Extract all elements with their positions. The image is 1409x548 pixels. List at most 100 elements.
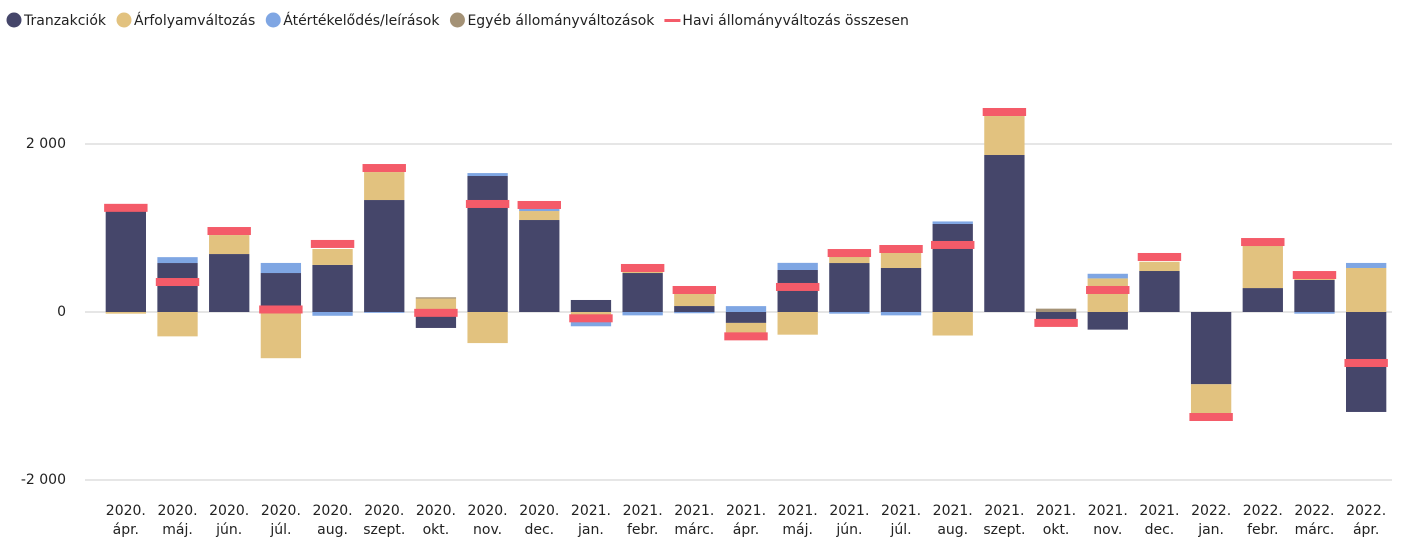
y-tick-label: 0 <box>57 304 66 320</box>
bar-segment <box>519 220 560 312</box>
total-marker <box>465 199 510 208</box>
total-marker <box>362 164 406 173</box>
bar-segment <box>1242 288 1283 312</box>
total-marker <box>1137 252 1182 261</box>
x-tick-label: 2020. szept. <box>363 503 406 538</box>
total-marker <box>931 240 975 249</box>
x-tick-label: 2020. jún. <box>209 503 250 538</box>
bar-segment <box>725 306 767 312</box>
bar-segment <box>932 221 973 224</box>
bar-segment <box>467 173 508 177</box>
bar-segment <box>570 318 612 327</box>
total-marker <box>1189 413 1233 421</box>
bar-segment <box>1346 267 1387 312</box>
legend-label: Árfolyamváltozás <box>134 12 255 29</box>
total-marker <box>672 285 717 294</box>
bar-segment <box>157 312 198 337</box>
legend-label: Tranzakciók <box>23 13 107 29</box>
total-marker <box>775 282 820 291</box>
bar-segment <box>467 312 508 344</box>
bar-segment <box>157 263 198 312</box>
total-marker <box>207 227 251 236</box>
bar-segment <box>829 263 870 312</box>
bar-segment <box>1294 279 1335 312</box>
bar-segment <box>1087 312 1128 330</box>
bar-segment <box>415 297 457 299</box>
x-tick-label: 2022. jan. <box>1191 503 1232 538</box>
x-tick-label: 2021. jún. <box>829 503 870 538</box>
legend-label: Egyéb állományváltozások <box>467 13 655 29</box>
x-tick-label: 2021. aug. <box>932 503 973 538</box>
bar-segment <box>622 273 663 312</box>
bar-segment <box>260 262 302 274</box>
x-tick-label: 2021. nov. <box>1087 503 1128 538</box>
bar-segment <box>1139 261 1180 272</box>
x-tick-label: 2020. nov. <box>467 503 508 538</box>
bar-segment <box>364 200 405 312</box>
legend-swatch <box>449 12 465 28</box>
x-tick-label: 2021. jan. <box>570 503 611 538</box>
total-marker <box>155 278 200 287</box>
x-tick-label: 2020. júl. <box>260 503 301 538</box>
legend-swatch <box>116 12 132 28</box>
x-tick-label: 2021. szept. <box>983 503 1026 538</box>
x-tick-label: 2021. márc. <box>674 503 715 538</box>
bar-segment <box>1139 271 1180 312</box>
bar-segment <box>312 312 353 316</box>
bar-segment <box>260 312 302 359</box>
bar-segment <box>1035 308 1077 312</box>
bar-segment <box>519 211 560 221</box>
bar-segment <box>312 249 353 265</box>
bar-segment <box>777 270 818 312</box>
x-tick-label: 2020. dec. <box>519 503 560 538</box>
legend-label: Átértékelődés/leírások <box>283 12 440 29</box>
bar-segment <box>880 267 922 312</box>
total-marker <box>1086 285 1130 294</box>
total-marker <box>259 305 303 314</box>
bar-segment <box>364 312 405 313</box>
x-tick-label: 2021. máj. <box>777 503 818 538</box>
x-tick-label: 2021. júl. <box>880 503 922 538</box>
total-marker <box>414 308 458 317</box>
bar-segment <box>312 264 353 312</box>
legend-swatch <box>265 12 281 28</box>
total-marker <box>1241 238 1285 247</box>
y-tick-label: 2 000 <box>26 136 66 152</box>
x-tick-label: 2020. ápr. <box>105 503 146 538</box>
bar-segment <box>932 312 973 336</box>
bar-segment <box>1087 278 1128 312</box>
legend-swatch <box>664 19 681 22</box>
bar-segment <box>157 257 198 264</box>
total-marker <box>982 107 1027 116</box>
bar-segment <box>1035 312 1077 320</box>
bar-segment <box>209 254 250 312</box>
total-marker <box>1034 318 1078 327</box>
total-marker <box>724 332 768 341</box>
bar-segment <box>622 312 663 316</box>
bar-segment <box>725 312 767 323</box>
bar-segment <box>984 116 1025 156</box>
y-tick-label: -2 000 <box>21 472 66 488</box>
bar-segment <box>777 312 818 335</box>
total-marker <box>1292 271 1337 280</box>
x-tick-label: 2022. febr. <box>1242 503 1283 538</box>
x-tick-label: 2020. okt. <box>415 503 456 538</box>
x-tick-label: 2020. aug. <box>312 503 353 538</box>
bar-segment <box>415 298 457 312</box>
bar-segment <box>105 211 146 312</box>
legend-label: Havi állományváltozás összesen <box>682 13 908 29</box>
x-tick-label: 2022. ápr. <box>1346 503 1387 538</box>
bar-segment <box>880 252 922 268</box>
x-tick-label: 2021. dec. <box>1139 503 1180 538</box>
bar-segment <box>777 262 818 270</box>
total-marker <box>1344 358 1388 367</box>
bar-segment <box>209 235 250 255</box>
bar-segment <box>984 155 1025 312</box>
x-tick-label: 2021. febr. <box>622 503 663 538</box>
bar-segment <box>1190 384 1232 416</box>
total-marker <box>517 200 561 209</box>
x-tick-label: 2021. ápr. <box>725 503 767 538</box>
total-marker <box>620 263 665 272</box>
bar-segment <box>467 176 508 312</box>
